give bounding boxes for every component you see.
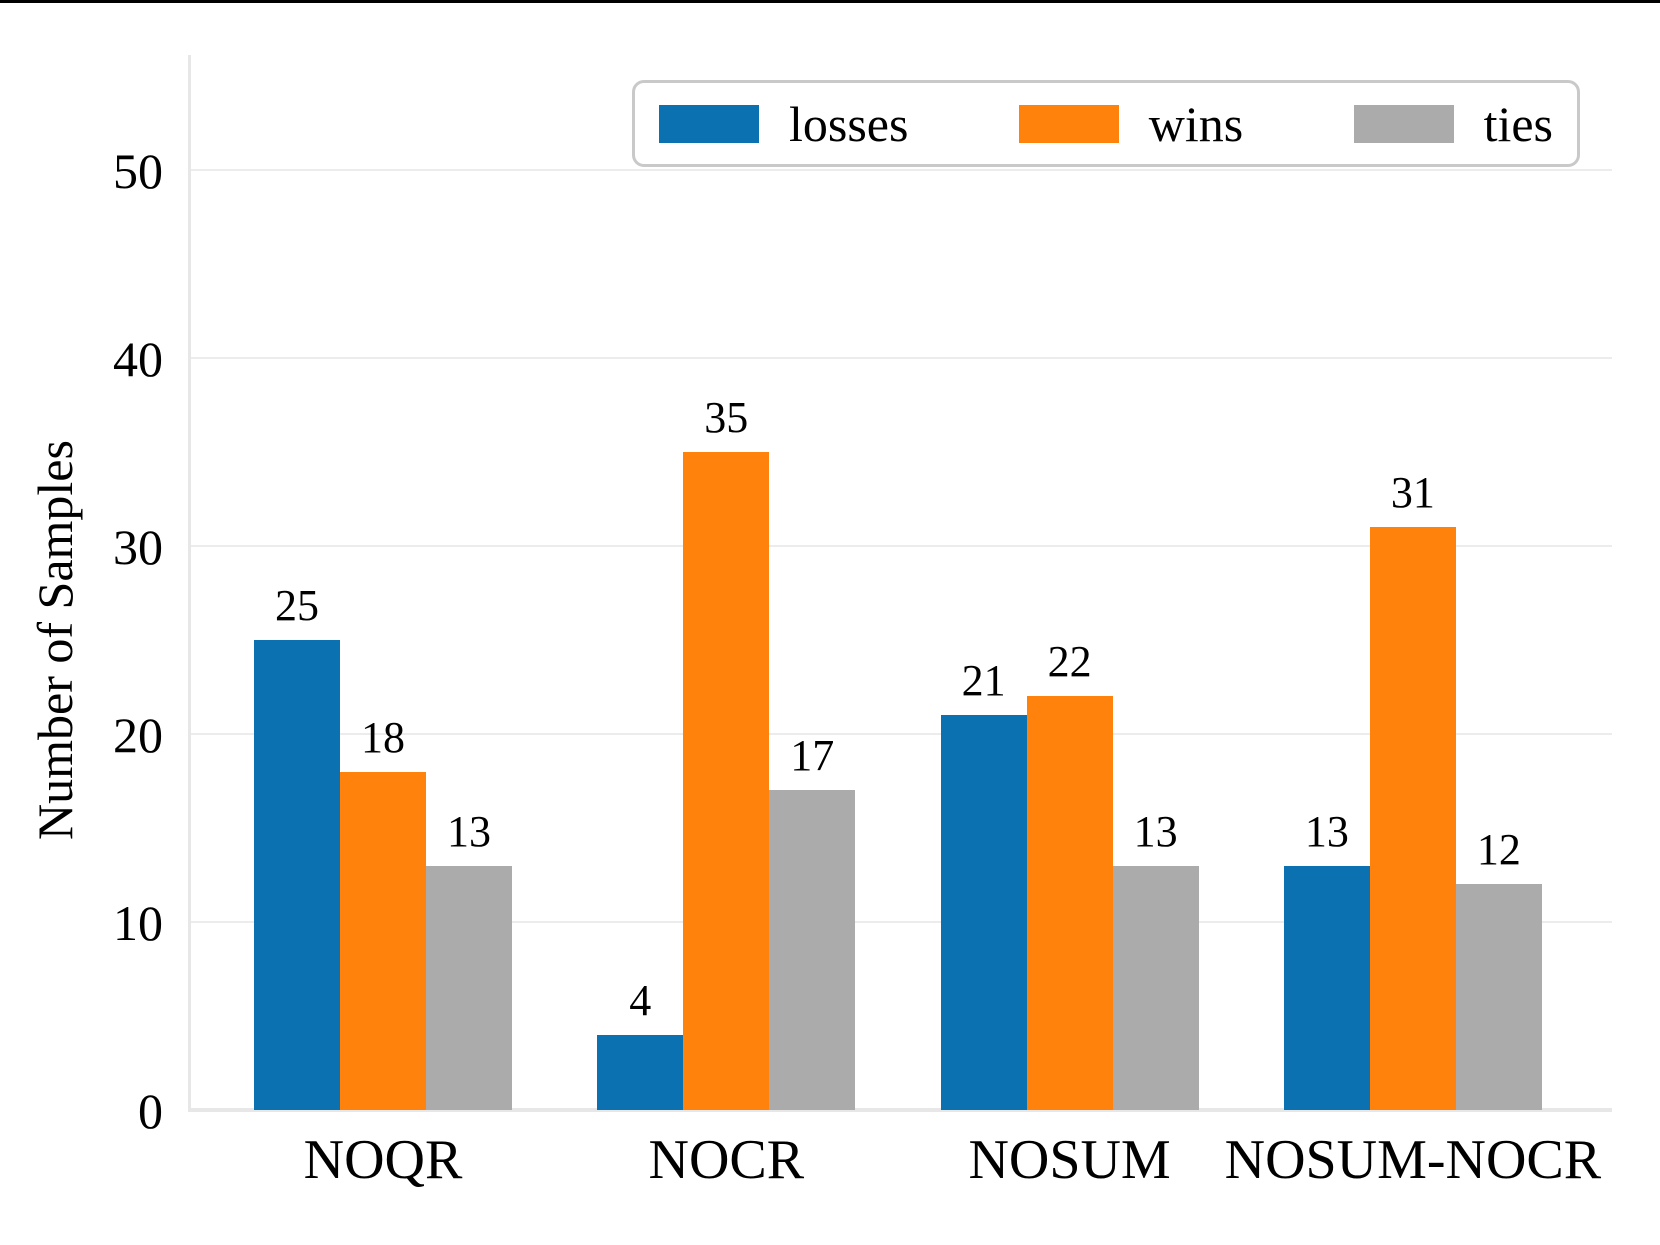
bar-value-label: 13: [1133, 806, 1178, 856]
y-axis-spine: [188, 55, 191, 1110]
bar-value-label: 13: [1304, 806, 1349, 856]
bar-losses-nocr: [597, 1034, 684, 1110]
bar-wins-nosum-nocr: [1369, 527, 1456, 1110]
bar-value-label: 21: [961, 656, 1006, 706]
legend-entry-ties: ties: [1353, 95, 1553, 152]
x-tick-label: NOSUM-NOCR: [1224, 1129, 1602, 1191]
bar-value-label: 17: [790, 731, 835, 781]
y-tick-label: 20: [113, 707, 163, 763]
gridline: [188, 921, 1612, 923]
x-tick-label: NOSUM: [968, 1129, 1171, 1191]
bar-value-label: 12: [1476, 825, 1521, 875]
legend-entry-wins: wins: [1018, 95, 1244, 152]
gridline: [188, 733, 1612, 735]
bar-value-label: 22: [1047, 637, 1092, 687]
y-tick-label: 10: [113, 895, 163, 951]
bar-wins-nocr: [683, 452, 770, 1110]
figure-top-border: [0, 0, 1660, 3]
bar-value-label: 4: [629, 975, 652, 1025]
bar-value-label: 18: [361, 712, 405, 762]
bar-ties-nosum-nocr: [1455, 884, 1542, 1110]
bar-losses-nosum-nocr: [1283, 865, 1370, 1110]
bar-ties-nosum: [1112, 865, 1199, 1110]
bar-losses-nosum: [940, 715, 1027, 1110]
y-tick-label: 0: [138, 1083, 163, 1139]
bar-wins-nosum: [1026, 696, 1113, 1110]
legend-label: wins: [1148, 95, 1244, 152]
bar-value-label: 31: [1390, 468, 1435, 518]
legend-entry-losses: losses: [659, 99, 908, 149]
legend-swatch-ties: [1353, 104, 1454, 143]
legend-swatch-wins: [1018, 104, 1119, 143]
bar-value-label: 25: [275, 581, 319, 630]
legend-swatch-losses: [659, 104, 759, 143]
bar-value-label: 13: [447, 806, 491, 856]
bar-losses-noqr: [254, 640, 340, 1110]
legend-label: ties: [1483, 95, 1553, 152]
bar-ties-noqr: [426, 865, 512, 1110]
x-tick-label: NOQR: [303, 1129, 463, 1191]
x-axis-spine: [188, 1108, 1612, 1112]
gridline: [188, 357, 1612, 359]
legend-label: losses: [789, 95, 909, 152]
y-tick-label: 30: [113, 519, 163, 575]
gridline: [188, 169, 1612, 171]
y-tick-label: 40: [113, 331, 163, 387]
gridline: [188, 545, 1612, 547]
legend: losses wins ties: [632, 80, 1580, 167]
x-tick-label: NOCR: [648, 1129, 805, 1191]
bar-wins-noqr: [340, 771, 426, 1110]
bar-ties-nocr: [769, 790, 856, 1110]
bar-value-label: 35: [704, 393, 749, 442]
y-tick-label: 50: [113, 143, 163, 199]
